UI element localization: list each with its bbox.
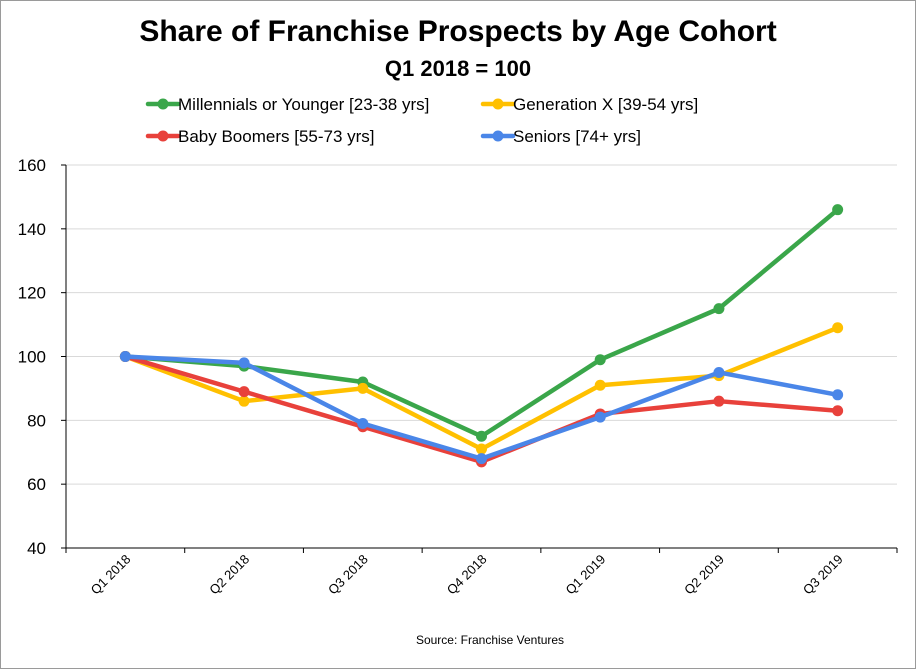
x-tick-label: Q3 2019: [800, 552, 846, 598]
source-note: Source: Franchise Ventures: [416, 633, 564, 647]
data-point: [832, 405, 844, 417]
legend-label: Millennials or Younger [23-38 yrs]: [178, 95, 429, 114]
legend-label: Generation X [39-54 yrs]: [513, 95, 698, 114]
legend-marker: [157, 98, 169, 110]
legend-label: Baby Boomers [55-73 yrs]: [178, 127, 375, 146]
data-point: [594, 354, 606, 366]
series-lines: [119, 204, 844, 468]
data-point: [594, 379, 606, 391]
data-point: [476, 453, 487, 465]
legend-label: Seniors [74+ yrs]: [513, 127, 641, 146]
chart-title: Share of Franchise Prospects by Age Coho…: [139, 15, 777, 48]
legend-marker: [157, 130, 169, 142]
data-point: [832, 389, 844, 401]
legend: Millennials or Younger [23-38 yrs] Genera…: [145, 95, 698, 146]
data-point: [238, 357, 250, 369]
data-point: [713, 395, 725, 407]
data-point: [832, 322, 844, 334]
data-point: [119, 351, 131, 362]
y-tick-label: 120: [18, 284, 46, 303]
axes: 40 60 80 100 120 140 160 Q1 2018 Q2 2018 Q3 2018 Q…: [18, 156, 898, 598]
data-point: [713, 303, 725, 315]
chart-subtitle: Q1 2018 = 100: [384, 56, 532, 81]
data-point: [357, 418, 369, 430]
legend-marker: [492, 98, 504, 110]
data-point: [476, 443, 487, 455]
y-tick-label: 80: [27, 411, 46, 430]
data-point: [357, 382, 369, 394]
y-tick-label: 40: [27, 539, 46, 558]
y-tick-label: 160: [18, 156, 46, 175]
y-tick-label: 140: [18, 220, 46, 239]
data-point: [832, 204, 844, 216]
x-tick-label: Q3 2018: [325, 552, 371, 598]
x-tick-label: Q1 2018: [88, 552, 134, 598]
legend-marker: [492, 130, 504, 142]
x-tick-label: Q4 2018: [444, 552, 490, 598]
data-point: [238, 386, 250, 398]
data-point: [238, 395, 250, 407]
x-tick-label: Q2 2018: [206, 552, 252, 598]
data-point: [594, 411, 606, 423]
data-point: [713, 366, 725, 378]
x-tick-label: Q2 2019: [681, 552, 727, 598]
y-tick-label: 100: [18, 348, 46, 367]
data-point: [476, 430, 487, 442]
x-tick-label: Q1 2019: [562, 552, 608, 598]
y-tick-label: 60: [27, 475, 46, 494]
